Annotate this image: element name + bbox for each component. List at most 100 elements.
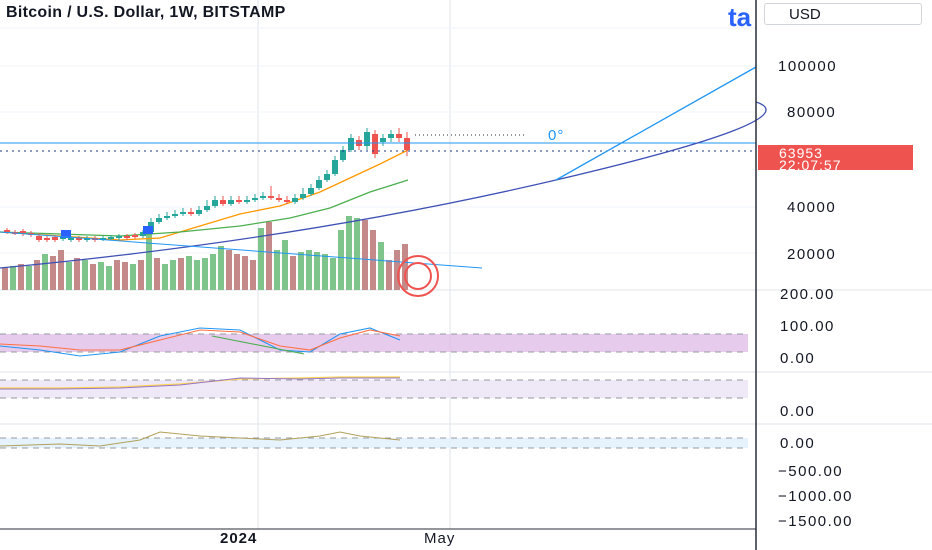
volume-bar-36 (290, 256, 296, 290)
rsi-blue-line (0, 327, 401, 357)
tradingview-logo[interactable]: ta (728, 2, 752, 32)
angle-label: 0° (548, 127, 565, 144)
volume-bar-9 (74, 258, 80, 290)
volume-bar-20 (162, 264, 168, 290)
price-label-40000: 40000 (787, 199, 837, 216)
candle-body-15 (124, 236, 130, 238)
candle-body-25 (204, 206, 210, 210)
volume-bar-23 (186, 256, 192, 290)
volume-bar-49 (394, 250, 400, 290)
candle-body-31 (252, 198, 258, 200)
pane3-band (0, 438, 748, 448)
candle-body-28 (228, 200, 234, 204)
candle-body-14 (116, 236, 122, 238)
volume-bar-33 (266, 222, 272, 290)
candle-body-32 (260, 196, 266, 198)
earnings-marker-inner (404, 262, 432, 290)
volume-bar-26 (210, 254, 216, 290)
volume-bars (2, 216, 408, 290)
rsi-label-100: 100.00 (780, 318, 835, 335)
candle-body-37 (300, 194, 306, 198)
symbol-title[interactable]: Bitcoin / U.S. Dollar, 1W, BITSTAMP (6, 4, 286, 21)
candle-body-13 (108, 237, 114, 239)
candle-body-20 (164, 216, 170, 218)
candle-body-43 (348, 138, 354, 150)
chart-axes (0, 0, 757, 550)
volume-bar-41 (330, 258, 336, 290)
volume-bar-31 (250, 260, 256, 290)
volume-bar-47 (378, 242, 384, 290)
candle-body-10 (84, 238, 90, 240)
candle-body-9 (76, 238, 82, 240)
pane2-label-0: 0.00 (780, 403, 816, 420)
candle-body-24 (196, 210, 202, 214)
volume-bar-6 (50, 256, 56, 290)
candle-body-40 (324, 174, 330, 180)
volume-bar-8 (66, 262, 72, 290)
candle-body-39 (316, 180, 322, 188)
volume-bar-18 (146, 232, 152, 290)
candle-body-27 (220, 200, 226, 204)
volume-bar-28 (226, 250, 232, 290)
indicator-lines (0, 327, 401, 447)
volume-bar-16 (130, 264, 136, 290)
candle-body-41 (332, 160, 338, 174)
volume-bar-12 (98, 262, 104, 290)
projection-line-upper (555, 66, 757, 181)
pane3-label-0: 0.00 (780, 435, 816, 452)
volume-bar-25 (202, 258, 208, 290)
candle-body-46 (372, 134, 378, 154)
candle-body-47 (380, 138, 386, 142)
volume-bar-42 (338, 230, 344, 290)
volume-bar-34 (274, 250, 280, 290)
earnings-marker-ring (397, 255, 439, 297)
volume-bar-0 (2, 268, 8, 290)
volume-bar-43 (346, 216, 352, 290)
volume-bar-37 (298, 252, 304, 290)
currency-selector[interactable]: USD (764, 3, 922, 25)
volume-bar-48 (386, 260, 392, 290)
signal-marker-0 (61, 230, 71, 238)
rsi-orange-line (0, 329, 401, 351)
descending-trend-line (0, 231, 483, 269)
time-label-may: May (424, 530, 456, 547)
pane3-label-minus1500: −1500.00 (778, 513, 853, 530)
candlesticks[interactable] (4, 128, 410, 242)
volume-bar-44 (354, 218, 360, 290)
candle-body-16 (132, 235, 138, 237)
current-price: 63953 (779, 145, 823, 161)
bar-countdown: 22:07:57 (779, 157, 842, 173)
rsi-band (0, 334, 748, 352)
candle-body-12 (100, 238, 106, 240)
trend-drawings[interactable] (0, 66, 767, 297)
volume-bar-40 (322, 254, 328, 290)
time-label-2024: 2024 (220, 530, 258, 547)
candle-body-34 (276, 198, 282, 200)
candle-body-45 (364, 132, 370, 146)
candle-body-19 (156, 218, 162, 222)
ema-long-line (0, 179, 409, 237)
volume-bar-2 (18, 264, 24, 290)
volume-bar-50 (402, 244, 408, 290)
volume-bar-11 (90, 264, 96, 290)
volume-bar-35 (282, 240, 288, 290)
volume-bar-39 (314, 252, 320, 290)
pane3-line (0, 431, 401, 447)
candle-body-4 (36, 236, 42, 240)
candle-body-30 (244, 200, 250, 202)
indicator-bands (0, 333, 748, 449)
volume-bar-5 (42, 254, 48, 290)
volume-bar-13 (106, 266, 112, 290)
volume-bar-29 (234, 254, 240, 290)
candle-body-49 (396, 134, 402, 138)
candle-body-36 (292, 198, 298, 202)
candle-body-33 (268, 196, 274, 198)
pane2-band (0, 380, 748, 398)
curved-trend-line (0, 101, 767, 269)
candle-body-0 (4, 230, 10, 232)
candle-body-5 (44, 238, 50, 240)
price-label-100000: 100000 (778, 58, 838, 75)
candle-body-21 (172, 214, 178, 216)
price-label-20000: 20000 (787, 246, 837, 263)
